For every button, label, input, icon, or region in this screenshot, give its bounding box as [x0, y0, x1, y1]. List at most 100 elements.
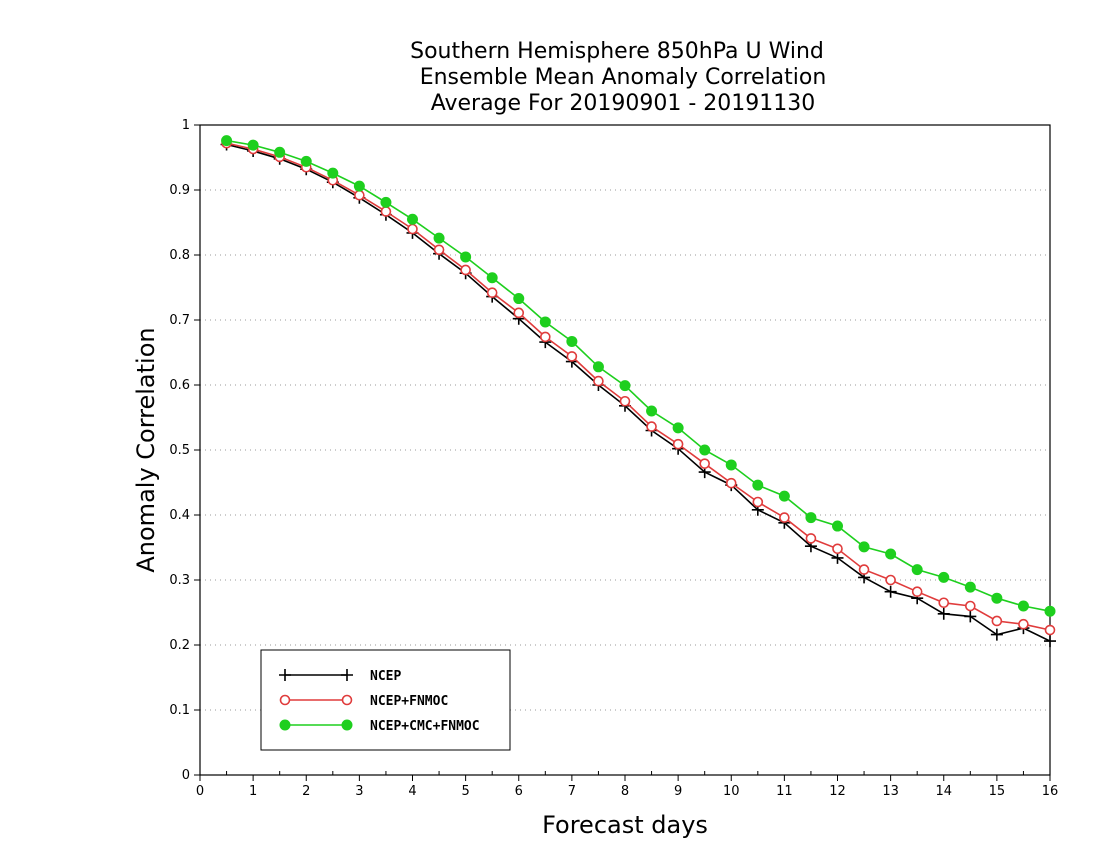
- data-point-ncep-cmc-fnmoc: [407, 213, 418, 225]
- series-ncep: [220, 138, 1056, 648]
- y-tick-label: 0: [182, 768, 190, 783]
- data-point-ncep-fnmoc: [1018, 618, 1029, 630]
- legend-label-ncep-fnmoc: NCEP+FNMOC: [370, 694, 448, 709]
- data-point-ncep-fnmoc: [380, 206, 392, 217]
- data-point-ncep-fnmoc: [433, 244, 445, 256]
- data-point-ncep-fnmoc: [885, 574, 896, 586]
- x-tick-label: 15: [989, 784, 1006, 799]
- y-tick-label: 0.3: [169, 573, 190, 588]
- data-point-ncep-fnmoc: [832, 543, 843, 555]
- data-point-ncep-cmc-fnmoc: [247, 139, 259, 151]
- data-point-ncep: [964, 610, 977, 623]
- x-tick-label: 10: [723, 784, 740, 799]
- data-point-ncep-cmc-fnmoc: [699, 444, 711, 456]
- x-tick-label: 12: [829, 784, 846, 799]
- data-point-ncep-cmc-fnmoc: [619, 380, 631, 392]
- data-point-ncep-cmc-fnmoc: [805, 512, 817, 524]
- data-point-ncep-fnmoc: [513, 307, 525, 319]
- data-point-ncep-cmc-fnmoc: [1017, 600, 1029, 612]
- x-tick-label: 13: [882, 784, 899, 799]
- data-point-ncep-cmc-fnmoc: [885, 548, 897, 560]
- legend-marker-ncep-cmc-fnmoc: [341, 719, 353, 731]
- data-point-ncep-cmc-fnmoc: [460, 251, 472, 263]
- data-point-ncep-cmc-fnmoc: [672, 422, 684, 434]
- legend-marker-ncep-fnmoc: [341, 694, 353, 706]
- x-tick-label: 5: [461, 784, 469, 799]
- y-tick-label: 0.4: [169, 508, 190, 523]
- data-point-ncep: [937, 607, 950, 620]
- data-point-ncep-fnmoc: [354, 189, 365, 201]
- data-point-ncep-fnmoc: [965, 600, 976, 612]
- data-point-ncep-cmc-fnmoc: [539, 316, 551, 328]
- y-axis-label: Anomaly Correlation: [132, 327, 160, 572]
- x-tick-label: 0: [196, 784, 204, 799]
- x-tick-label: 16: [1042, 784, 1059, 799]
- axis-ticks: 00.10.20.30.40.50.60.70.80.910 1 2 3 4 5 6 7 8 9 1…: [169, 118, 1058, 799]
- data-point-ncep-cmc-fnmoc: [832, 520, 843, 532]
- data-point-ncep: [990, 628, 1003, 641]
- data-point-ncep-fnmoc: [619, 395, 631, 407]
- data-point-ncep-cmc-fnmoc: [964, 581, 976, 593]
- x-tick-label: 1: [249, 784, 257, 799]
- x-tick-label: 7: [568, 784, 576, 799]
- series-ncep-cmc-fnmoc: [221, 135, 1056, 617]
- data-point-ncep-cmc-fnmoc: [221, 135, 233, 147]
- data-point-ncep-fnmoc: [566, 351, 578, 362]
- data-point-ncep-cmc-fnmoc: [592, 361, 604, 373]
- legend-marker-ncep: [279, 669, 291, 681]
- y-tick-label: 0.1: [169, 703, 190, 718]
- x-tick-label: 3: [355, 784, 363, 799]
- data-point-ncep-cmc-fnmoc: [300, 155, 312, 167]
- x-tick-label: 4: [408, 784, 416, 799]
- x-tick-label: 6: [515, 784, 523, 799]
- data-point-ncep-fnmoc: [991, 615, 1003, 627]
- title-line-3: Average For 20190901 - 20191130: [431, 91, 816, 116]
- grid-lines: [200, 189, 1050, 711]
- data-point-ncep-fnmoc: [805, 533, 817, 544]
- data-point-ncep-fnmoc: [752, 496, 764, 508]
- data-point-ncep-cmc-fnmoc: [1044, 605, 1056, 617]
- y-tick-label: 0.8: [169, 248, 190, 263]
- data-point-ncep-fnmoc: [486, 287, 498, 299]
- data-point-ncep-cmc-fnmoc: [752, 479, 764, 491]
- data-point-ncep-cmc-fnmoc: [858, 541, 870, 553]
- data-point-ncep-fnmoc: [938, 597, 950, 609]
- data-point-ncep-cmc-fnmoc: [725, 459, 737, 471]
- x-tick-label: 9: [674, 784, 682, 799]
- data-point-ncep-cmc-fnmoc: [433, 232, 445, 244]
- data-point-ncep-cmc-fnmoc: [778, 490, 790, 502]
- y-tick-label: 0.5: [169, 443, 190, 458]
- legend-marker-ncep-fnmoc: [279, 694, 291, 706]
- data-point-ncep-fnmoc: [593, 375, 604, 387]
- series-ncep-fnmoc: [221, 137, 1056, 636]
- data-point-ncep-fnmoc: [699, 458, 710, 469]
- data-point-ncep-fnmoc: [779, 512, 790, 523]
- title-line-1: Southern Hemisphere 850hPa U Wind: [410, 39, 824, 64]
- legend-label-ncep-cmc-fnmoc: NCEP+CMC+FNMOC: [370, 719, 480, 734]
- y-tick-label: 1: [182, 118, 190, 133]
- data-point-ncep: [884, 585, 897, 598]
- data-point-ncep-cmc-fnmoc: [353, 180, 365, 192]
- data-point-ncep-fnmoc: [540, 331, 551, 343]
- data-point-ncep-fnmoc: [911, 586, 923, 598]
- data-point-ncep-fnmoc: [646, 421, 657, 432]
- data-point-ncep-fnmoc: [725, 477, 737, 489]
- title-line-2: Ensemble Mean Anomaly Correlation: [420, 65, 827, 90]
- data-point-ncep: [1044, 635, 1056, 648]
- y-tick-label: 0.2: [169, 638, 190, 653]
- data-point-ncep-fnmoc: [1044, 624, 1056, 636]
- series-line-ncep-fnmoc: [226, 142, 1051, 631]
- x-axis-label: Forecast days: [542, 811, 708, 839]
- data-point-ncep-cmc-fnmoc: [380, 196, 392, 208]
- x-tick-label: 11: [776, 784, 793, 799]
- legend-label-ncep: NCEP: [370, 669, 401, 684]
- data-point-ncep-cmc-fnmoc: [991, 592, 1003, 604]
- data-point-ncep-cmc-fnmoc: [938, 571, 950, 583]
- data-point-ncep-cmc-fnmoc: [646, 405, 658, 417]
- data-point-ncep-cmc-fnmoc: [566, 335, 578, 347]
- legend: NCEP NCEP+FNMOC NCEP+CMC+FNMOC: [260, 649, 511, 751]
- series-line-ncep-cmc-fnmoc: [226, 139, 1051, 612]
- x-tick-label: 8: [621, 784, 629, 799]
- data-point-ncep-cmc-fnmoc: [274, 146, 286, 158]
- data-point-ncep-fnmoc: [407, 223, 418, 235]
